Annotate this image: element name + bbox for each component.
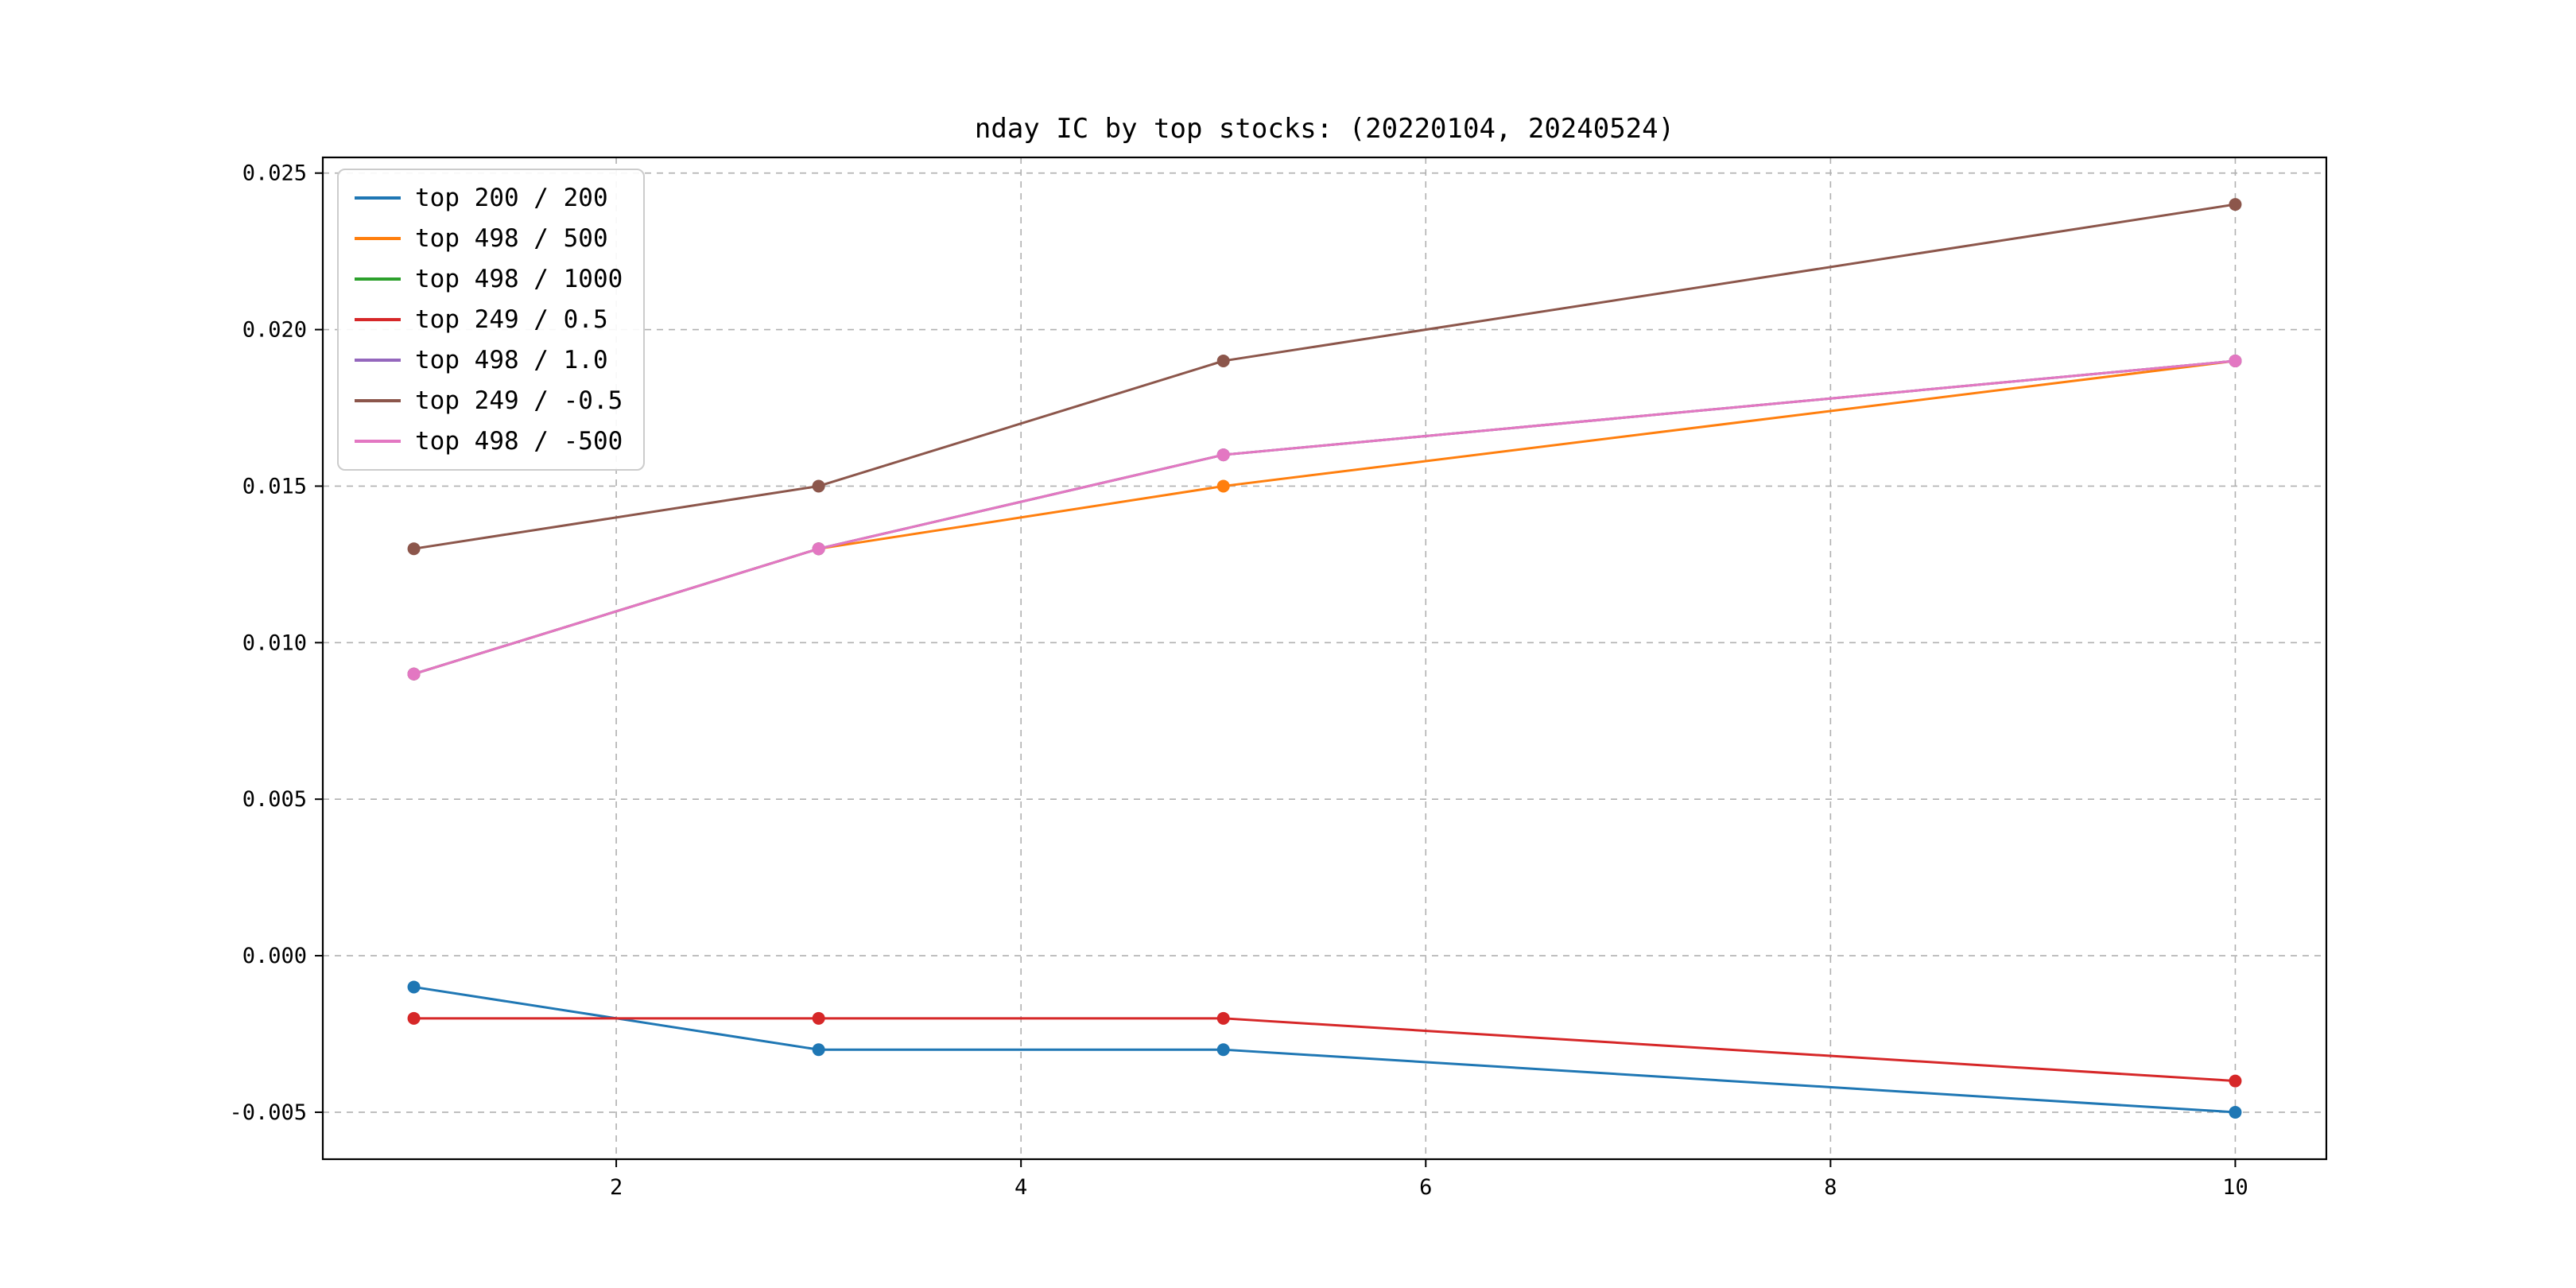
data-point bbox=[1216, 1011, 1230, 1025]
data-line bbox=[413, 359, 2236, 676]
axes-frame bbox=[321, 156, 2328, 1161]
data-point bbox=[1216, 479, 1230, 493]
y-axis-tick-label: 0.000 bbox=[242, 944, 307, 968]
legend-item: top 200 / 200 bbox=[355, 181, 623, 215]
legend: top 200 / 200 top 498 / 500 top 498 / 1000… bbox=[337, 169, 646, 471]
data-point bbox=[1216, 1043, 1230, 1057]
legend-label: top 249 / 0.5 bbox=[415, 305, 608, 334]
data-point bbox=[812, 1043, 825, 1057]
data-point bbox=[1216, 448, 1230, 462]
legend-line-swatch bbox=[355, 237, 401, 240]
legend-item: top 249 / -0.5 bbox=[355, 384, 623, 417]
y-axis-tick-label: -0.005 bbox=[229, 1100, 307, 1125]
data-line bbox=[413, 359, 2236, 676]
data-point bbox=[1216, 354, 1230, 367]
legend-item: top 498 / 1.0 bbox=[355, 343, 623, 377]
data-point bbox=[407, 1011, 421, 1025]
data-point bbox=[2229, 198, 2242, 211]
y-axis-tick-label: 0.025 bbox=[242, 161, 307, 186]
data-point bbox=[2229, 1074, 2242, 1088]
legend-label: top 498 / -500 bbox=[415, 427, 623, 456]
x-axis-tick-label: 4 bbox=[1014, 1175, 1027, 1200]
data-point bbox=[407, 667, 421, 681]
chart-title: nday IC by top stocks: (20220104, 202405… bbox=[974, 113, 1675, 145]
data-point bbox=[812, 1011, 825, 1025]
data-point bbox=[407, 542, 421, 556]
legend-item: top 498 / 1000 bbox=[355, 262, 623, 296]
data-point bbox=[2229, 1105, 2242, 1119]
x-axis-tick-label: 2 bbox=[610, 1175, 623, 1200]
legend-label: top 200 / 200 bbox=[415, 184, 608, 212]
data-line bbox=[413, 1017, 2236, 1083]
data-line bbox=[413, 359, 2236, 676]
x-axis-tick-label: 8 bbox=[1824, 1175, 1837, 1200]
data-line bbox=[413, 203, 2236, 550]
data-line bbox=[413, 985, 2236, 1114]
y-axis-tick-label: 0.005 bbox=[242, 787, 307, 812]
legend-item: top 498 / 500 bbox=[355, 222, 623, 255]
legend-label: top 498 / 500 bbox=[415, 224, 608, 253]
data-point bbox=[407, 980, 421, 994]
legend-item: top 498 / -500 bbox=[355, 425, 623, 458]
data-point bbox=[812, 479, 825, 493]
y-axis-tick-label: 0.010 bbox=[242, 630, 307, 655]
legend-line-swatch bbox=[355, 318, 401, 321]
legend-label: top 498 / 1000 bbox=[415, 265, 623, 293]
legend-label: top 249 / -0.5 bbox=[415, 386, 623, 415]
legend-item: top 249 / 0.5 bbox=[355, 303, 623, 336]
legend-line-swatch bbox=[355, 277, 401, 281]
legend-line-swatch bbox=[355, 359, 401, 362]
legend-line-swatch bbox=[355, 399, 401, 402]
data-point bbox=[2229, 354, 2242, 367]
legend-line-swatch bbox=[355, 440, 401, 443]
x-axis-tick-label: 6 bbox=[1419, 1175, 1432, 1200]
legend-label: top 498 / 1.0 bbox=[415, 346, 608, 374]
x-axis-tick-label: 10 bbox=[2222, 1175, 2248, 1200]
y-axis-tick-label: 0.015 bbox=[242, 474, 307, 499]
data-point bbox=[812, 542, 825, 556]
legend-line-swatch bbox=[355, 196, 401, 200]
y-axis-tick-label: 0.020 bbox=[242, 318, 307, 343]
data-line bbox=[413, 359, 2236, 676]
